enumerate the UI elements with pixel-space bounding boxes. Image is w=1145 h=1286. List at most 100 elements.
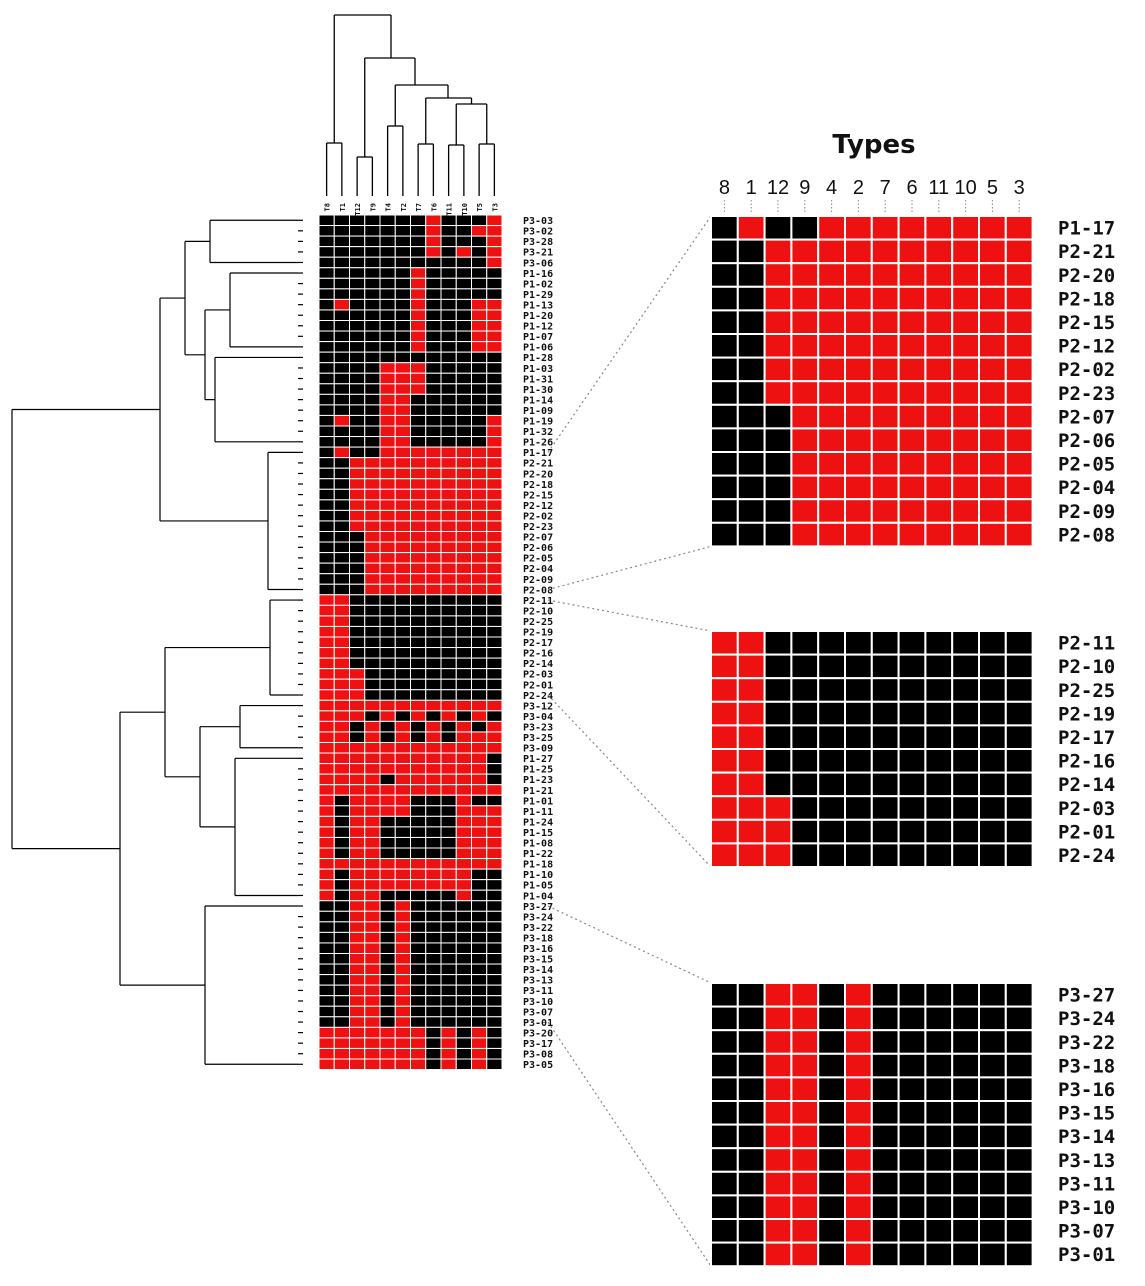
- row-label: P1-19: [523, 417, 553, 428]
- zoom-heatmap-1-cell: [710, 262, 739, 288]
- zoom-heatmap-2-cell: [978, 818, 1007, 845]
- zoom-heatmap-1-cell: [736, 309, 766, 335]
- main-heatmap-cell: [471, 583, 488, 596]
- main-heatmap-cell: [410, 404, 427, 416]
- main-heatmap-cell: [394, 436, 411, 448]
- main-heatmap-cell: [455, 573, 472, 585]
- main-heatmap-cell: [410, 794, 427, 807]
- main-heatmap-cell: [486, 256, 503, 269]
- main-heatmap-cell: [486, 931, 503, 944]
- main-heatmap-cell: [364, 889, 381, 902]
- main-heatmap-cell: [333, 836, 350, 849]
- main-heatmap-cell: [486, 541, 503, 554]
- main-heatmap-cell: [318, 520, 335, 533]
- main-heatmap-cell: [364, 594, 381, 606]
- main-heatmap-cell: [410, 657, 427, 670]
- main-heatmap-cell: [410, 995, 427, 1007]
- zoom-heatmap-3-cell: [951, 1170, 981, 1197]
- zoom-heatmap-2-cell: [710, 630, 739, 656]
- zoom-heatmap-1-cell: [817, 309, 847, 335]
- zoom-heatmap-1-cell: [897, 333, 927, 359]
- zoom-heatmap-3-cell: [844, 1123, 873, 1150]
- main-heatmap-cell: [379, 594, 396, 606]
- column-dendrogram: [325, 14, 496, 196]
- row-label: P1-15: [523, 828, 553, 839]
- zoom-row-label: P3-11: [1058, 1173, 1115, 1195]
- zoom-heatmap-3-cell: [951, 1100, 981, 1126]
- row-label: P1-09: [523, 406, 553, 417]
- zoom-heatmap-1-cell: [817, 474, 847, 501]
- zoom-heatmap-1-cell: [844, 333, 873, 359]
- zoom-heatmap-2-cell: [870, 771, 900, 798]
- main-heatmap-cell: [471, 847, 488, 860]
- main-heatmap-cell: [318, 573, 335, 585]
- main-heatmap-cell: [349, 499, 366, 511]
- main-heatmap-cell: [440, 731, 457, 744]
- row-label: P2-02: [523, 511, 553, 522]
- main-heatmap-cell: [394, 921, 411, 933]
- main-heatmap-cell: [379, 984, 396, 997]
- main-heatmap-cell: [440, 879, 457, 891]
- zoom-heatmap-3-cell: [1004, 1029, 1034, 1055]
- main-heatmap-cell: [440, 520, 457, 533]
- main-heatmap-cell: [440, 488, 457, 501]
- row-label: P2-04: [523, 564, 553, 575]
- main-heatmap-cell: [333, 668, 350, 680]
- main-heatmap-cell: [333, 499, 350, 511]
- zoom-heatmap-1-cell: [710, 238, 739, 265]
- main-heatmap-cell: [364, 436, 381, 448]
- main-heatmap-cell: [394, 942, 411, 955]
- main-heatmap-cell: [333, 372, 350, 385]
- main-heatmap-cell: [455, 678, 472, 691]
- zoom-heatmap-2-cell: [1004, 771, 1034, 798]
- main-heatmap-cell: [425, 773, 442, 786]
- main-heatmap-cell: [318, 773, 335, 786]
- zoom-heatmap-1-cell: [951, 285, 981, 312]
- zoom-heatmap-3-cell: [710, 1076, 739, 1103]
- main-heatmap-cell: [318, 425, 335, 438]
- main-heatmap-cell: [410, 699, 427, 712]
- main-heatmap-cell: [425, 414, 442, 427]
- main-heatmap-cell: [486, 562, 503, 575]
- zoom-heatmap-2-cell: [924, 842, 954, 869]
- main-heatmap-cell: [364, 383, 381, 395]
- zoom-heatmap-2-cell: [763, 630, 793, 656]
- main-heatmap-cell: [394, 984, 411, 997]
- zoom-heatmap-1-cell: [817, 333, 847, 359]
- main-heatmap-cell: [440, 699, 457, 712]
- main-heatmap-cell: [410, 383, 427, 395]
- main-heatmap-cell: [486, 594, 503, 606]
- main-heatmap-cell: [318, 984, 335, 997]
- main-heatmap-cell: [440, 763, 457, 775]
- main-heatmap-cell: [364, 636, 381, 649]
- zoom-row-label: P3-07: [1058, 1221, 1115, 1243]
- main-heatmap-cell: [440, 678, 457, 691]
- zoom-heatmap-3-cell: [897, 982, 927, 1008]
- main-heatmap-cell: [455, 647, 472, 659]
- zoom-heatmap-1-cell: [710, 403, 739, 430]
- main-heatmap-cell: [318, 372, 335, 385]
- zoom-heatmap-3-cell: [763, 1241, 793, 1268]
- main-heatmap-cell: [410, 414, 427, 427]
- main-heatmap-cell: [394, 1037, 411, 1049]
- main-heatmap-cell: [486, 552, 503, 564]
- main-heatmap-cell: [379, 225, 396, 237]
- main-heatmap-cell: [379, 267, 396, 279]
- zoom-heatmap-3-cell: [924, 1005, 954, 1032]
- zoom-heatmap-1-cell: [763, 380, 793, 406]
- main-heatmap-cell: [379, 457, 396, 469]
- main-heatmap-cell: [440, 404, 457, 416]
- main-heatmap-cell: [394, 1058, 411, 1071]
- column-label: T6: [430, 203, 438, 211]
- main-heatmap-cell: [425, 383, 442, 395]
- main-heatmap-cell: [333, 847, 350, 860]
- main-heatmap-cell: [333, 604, 350, 617]
- main-heatmap-cell: [379, 383, 396, 395]
- main-heatmap-cell: [486, 573, 503, 585]
- main-heatmap-cell: [410, 488, 427, 501]
- main-heatmap-cell: [349, 320, 366, 332]
- main-row-labels: P3-03P3-02P3-28P3-21P3-06P1-16P1-02P1-29…: [523, 216, 553, 1071]
- zoom-heatmap-3-cell: [844, 1076, 873, 1103]
- main-heatmap-cell: [410, 594, 427, 606]
- zoom-heatmap-1-cell: [951, 498, 981, 524]
